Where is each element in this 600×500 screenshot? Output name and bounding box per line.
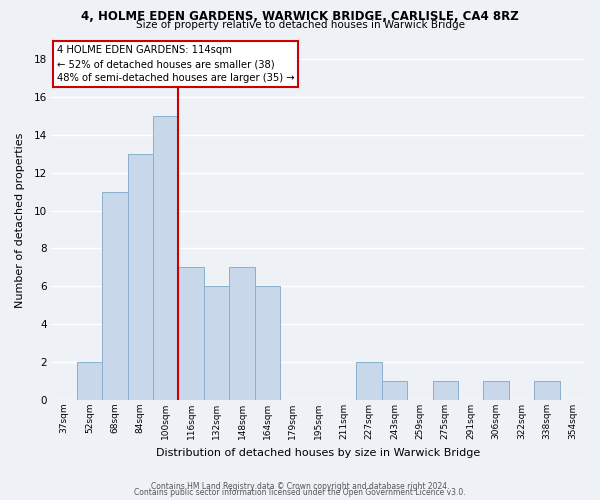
- Y-axis label: Number of detached properties: Number of detached properties: [15, 132, 25, 308]
- X-axis label: Distribution of detached houses by size in Warwick Bridge: Distribution of detached houses by size …: [156, 448, 481, 458]
- Bar: [484, 381, 509, 400]
- Bar: [178, 268, 204, 400]
- Bar: [204, 286, 229, 400]
- Bar: [128, 154, 153, 400]
- Text: Contains public sector information licensed under the Open Government Licence v3: Contains public sector information licen…: [134, 488, 466, 497]
- Bar: [77, 362, 102, 400]
- Text: 4 HOLME EDEN GARDENS: 114sqm
← 52% of detached houses are smaller (38)
48% of se: 4 HOLME EDEN GARDENS: 114sqm ← 52% of de…: [57, 46, 295, 84]
- Bar: [382, 381, 407, 400]
- Bar: [102, 192, 128, 400]
- Bar: [534, 381, 560, 400]
- Text: Size of property relative to detached houses in Warwick Bridge: Size of property relative to detached ho…: [136, 20, 464, 30]
- Text: Contains HM Land Registry data © Crown copyright and database right 2024.: Contains HM Land Registry data © Crown c…: [151, 482, 449, 491]
- Bar: [433, 381, 458, 400]
- Bar: [229, 268, 255, 400]
- Bar: [356, 362, 382, 400]
- Bar: [255, 286, 280, 400]
- Text: 4, HOLME EDEN GARDENS, WARWICK BRIDGE, CARLISLE, CA4 8RZ: 4, HOLME EDEN GARDENS, WARWICK BRIDGE, C…: [81, 10, 519, 23]
- Bar: [153, 116, 178, 400]
